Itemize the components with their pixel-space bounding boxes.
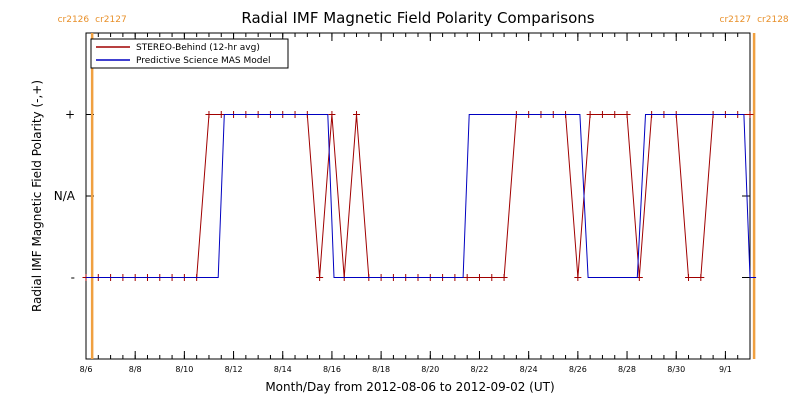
data-point (586, 111, 594, 118)
data-point (685, 274, 693, 281)
legend-label-mas: Predictive Science MAS Model (136, 56, 271, 66)
chart-title: Radial IMF Magnetic Field Polarity Compa… (241, 9, 594, 27)
data-point (697, 274, 705, 281)
legend-label-stereo: STEREO-Behind (12-hr avg) (136, 43, 260, 53)
data-point (611, 111, 619, 118)
y-axis-label: Radial IMF Magnetic Field Polarity (-,+) (30, 80, 44, 312)
x-tick-label: 8/18 (372, 365, 390, 374)
legend-box (90, 38, 289, 69)
data-point (746, 111, 754, 118)
x-tick-label: 8/26 (569, 365, 587, 374)
x-tick-label: 8/10 (175, 365, 193, 374)
carrington-label-before: cr2127 (720, 15, 752, 25)
carrington-label-after: cr2127 (95, 15, 127, 25)
x-tick-label: 8/22 (470, 365, 488, 374)
x-tick-label: 8/24 (520, 365, 538, 374)
data-point (475, 274, 483, 281)
x-tick-label: 9/1 (719, 365, 732, 374)
x-tick-label: 8/28 (618, 365, 636, 374)
data-point (353, 111, 361, 118)
data-point (328, 111, 336, 118)
carrington-label-after: cr2128 (757, 15, 789, 25)
data-point (316, 274, 324, 281)
x-tick-label: 8/12 (225, 365, 243, 374)
x-tick-label: 8/8 (129, 365, 142, 374)
x-axis-label: Month/Day from 2012-08-06 to 2012-09-02 … (265, 380, 554, 394)
series-line-mas (86, 114, 757, 278)
series-line-stereo (86, 114, 750, 278)
y-tick-label: - (71, 271, 75, 285)
data-point (574, 274, 582, 281)
x-axis: 8/6 8/8 8/10 8/12 8/14 8/16 8/18 8/20 8/22 8/24 8/… (80, 33, 751, 374)
x-tick-label: 8/20 (421, 365, 439, 374)
x-tick-label: 8/14 (274, 365, 292, 374)
x-tick-label: 8/6 (80, 365, 93, 374)
data-point (598, 111, 606, 118)
data-point (463, 274, 471, 281)
data-point (488, 274, 496, 281)
y-tick-label: N/A (54, 189, 76, 203)
data-point (217, 111, 225, 118)
data-point (205, 111, 213, 118)
carrington-label-before: cr2126 (58, 15, 90, 25)
legend: STEREO-Behind (12-hr avg) Predictive Sci… (90, 38, 289, 69)
x-tick-label: 8/16 (323, 365, 341, 374)
carrington-markers: cr2126 cr2127 cr2127 cr2128 (58, 15, 789, 359)
data-point (500, 274, 508, 281)
y-tick-label: + (65, 108, 75, 122)
plot-frame (85, 32, 751, 360)
series-layer (82, 111, 757, 281)
data-point (623, 111, 631, 118)
x-tick-label: 8/30 (667, 365, 685, 374)
